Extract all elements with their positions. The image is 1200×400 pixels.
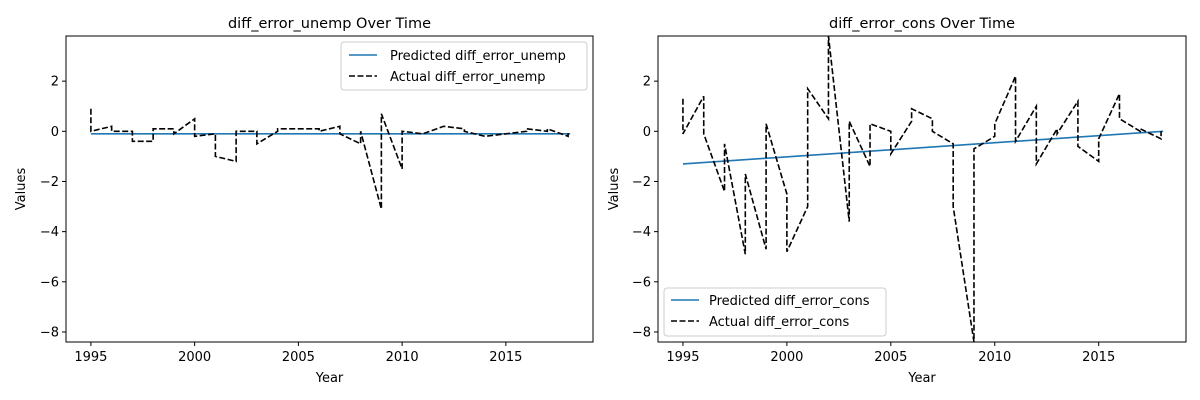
- legend-box: [340, 41, 588, 91]
- series-line-actual: [682, 36, 1162, 342]
- y-tick-label: 0: [643, 125, 651, 140]
- legend-label-predicted: Predicted diff_error_unemp: [390, 49, 566, 64]
- x-tick-label: 2010: [386, 350, 419, 365]
- legend-label-actual: Actual diff_error_unemp: [390, 70, 546, 85]
- y-axis: 2 0 −2 −4 −6 −8: [632, 75, 658, 340]
- legend-label-predicted: Predicted diff_error_cons: [709, 294, 870, 309]
- legend-label-actual: Actual diff_error_cons: [709, 315, 849, 330]
- legend-box: [663, 287, 887, 337]
- y-axis-label: Values: [14, 168, 29, 211]
- y-axis-label: Values: [607, 168, 622, 211]
- y-tick-label: −4: [40, 225, 59, 240]
- x-tick-label: 2015: [489, 350, 522, 365]
- x-axis-label: Year: [315, 371, 344, 386]
- plot-frame: [657, 35, 1187, 343]
- x-tick-label: 1995: [666, 350, 699, 365]
- x-tick-label: 2000: [770, 350, 803, 365]
- y-tick-label: −4: [632, 225, 651, 240]
- y-tick-label: −6: [40, 275, 59, 290]
- x-axis-label: Year: [907, 371, 936, 386]
- y-tick-label: 2: [51, 75, 59, 90]
- x-tick-label: 2000: [178, 350, 211, 365]
- plot-area: [682, 36, 1164, 342]
- chart-cons: diff_error_cons Over Time 1995 2000 2005 20…: [607, 16, 1187, 386]
- y-tick-label: −2: [40, 175, 59, 190]
- y-tick-label: −2: [632, 175, 651, 190]
- series-line-actual: [90, 108, 569, 210]
- y-tick-label: −8: [40, 325, 59, 340]
- legend: Predicted diff_error_cons Actual diff_er…: [663, 287, 887, 337]
- chart-title: diff_error_cons Over Time: [829, 16, 1015, 32]
- x-tick-label: 2015: [1082, 350, 1115, 365]
- series-line-predicted: [682, 130, 1164, 165]
- y-axis: 2 0 −2 −4 −6 −8: [40, 75, 66, 340]
- x-axis: 1995 2000 2005 2010 2015: [74, 342, 522, 365]
- legend: Predicted diff_error_unemp Actual diff_e…: [340, 41, 588, 91]
- plot-area: [90, 108, 571, 210]
- x-tick-label: 2010: [978, 350, 1011, 365]
- chart-title: diff_error_unemp Over Time: [228, 16, 431, 32]
- x-tick-label: 2005: [874, 350, 907, 365]
- chart-unemp: diff_error_unemp Over Time 1995 2000 2005 2…: [14, 16, 594, 386]
- y-tick-label: 0: [51, 125, 59, 140]
- plot-frame: [65, 35, 594, 343]
- y-tick-label: −6: [632, 275, 651, 290]
- y-tick-label: 2: [643, 75, 651, 90]
- y-tick-label: −8: [632, 325, 651, 340]
- x-tick-label: 1995: [74, 350, 107, 365]
- x-tick-label: 2005: [282, 350, 315, 365]
- x-axis: 1995 2000 2005 2010 2015: [666, 342, 1115, 365]
